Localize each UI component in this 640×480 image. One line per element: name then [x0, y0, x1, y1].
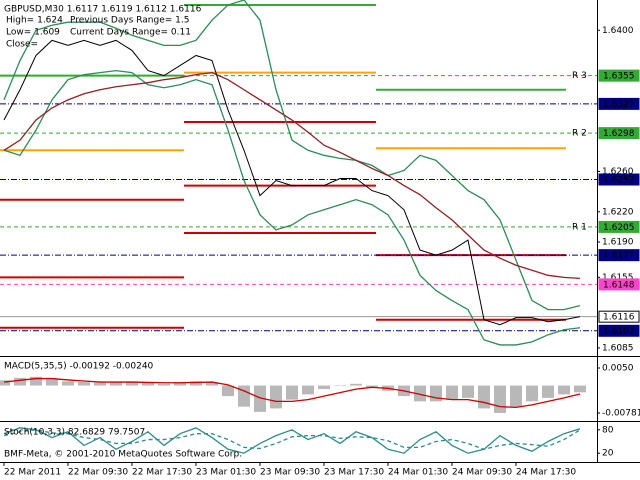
- macd-bar: [510, 385, 522, 407]
- macd-bar: [0, 380, 10, 386]
- macd-bar: [158, 383, 170, 386]
- level-box: [598, 278, 640, 291]
- x-tick-label: 24 Mar 09:30: [452, 468, 512, 478]
- level-box: [598, 249, 640, 262]
- x-tick-label: 22 Mar 2011: [4, 468, 61, 478]
- series-line: [3, 0, 581, 311]
- y-tick-label: 1.6085: [602, 343, 634, 353]
- macd-bar: [462, 385, 474, 398]
- axis-labels: 1.6400 1.6260 1.6220 1.6190 1.6155 1.6085 1.63…: [3, 26, 640, 478]
- x-tick-label: 23 Mar 01:30: [196, 468, 256, 478]
- macd-bar: [366, 385, 378, 388]
- info-text: Low= 1.609: [6, 28, 60, 38]
- macd-bar: [174, 382, 186, 386]
- indicator-title: MACD(5,35,5) -0.00192 -0.00240: [4, 362, 154, 372]
- level-box: [598, 127, 640, 140]
- series-line: [3, 71, 581, 280]
- macd-bar: [126, 381, 138, 386]
- macd-bar: [494, 385, 506, 413]
- macd-bar: [206, 382, 218, 386]
- y-tick-label: 80: [602, 425, 614, 435]
- series-line: [3, 429, 581, 450]
- level-label: 1.6205: [603, 223, 635, 233]
- level-label: 1.6116: [603, 313, 635, 323]
- series-line: [3, 39, 581, 326]
- macd-bar: [78, 382, 90, 386]
- indicator-title: Stoch(10,3,3) 82.6829 79.7507: [4, 428, 145, 438]
- macd-bar: [14, 377, 26, 386]
- macd-bar: [62, 381, 74, 386]
- x-tick-label: 23 Mar 17:30: [324, 468, 384, 478]
- level-label: 1.6298: [603, 129, 635, 139]
- macd-bar: [286, 385, 298, 400]
- level-label: 1.6355: [603, 72, 635, 82]
- footer: BMF-Meta, © 2001-2010 MetaQuotes Softwar…: [4, 450, 242, 460]
- level-box: [598, 310, 640, 323]
- x-tick-label: 24 Mar 17:30: [516, 468, 576, 478]
- chart-title: GBPUSD,M30 1.6117 1.6119 1.6112 1.6116: [4, 5, 202, 15]
- y-tick-label: 1.6400: [602, 26, 634, 36]
- info-text: High= 1.624: [6, 16, 63, 26]
- plot-area: [0, 0, 597, 454]
- info-text: Previous Days Range= 1.5: [70, 16, 189, 26]
- x-tick-label: 22 Mar 17:30: [132, 468, 192, 478]
- level-label: 1.6327: [603, 100, 635, 110]
- level-label: 1.6102: [603, 327, 635, 337]
- x-tick-label: 22 Mar 09:30: [68, 468, 128, 478]
- macd-bar: [222, 385, 234, 397]
- level-label: 1.6177: [603, 251, 635, 261]
- x-tick-label: 24 Mar 01:30: [388, 468, 448, 478]
- macd-bar: [430, 385, 442, 402]
- info-text: Close=: [6, 40, 38, 50]
- y-tick-label: -0.00781: [602, 409, 640, 419]
- level-box: [598, 69, 640, 82]
- level-box: [598, 173, 640, 186]
- annotation: R 3: [572, 71, 587, 81]
- macd-bar: [94, 382, 106, 386]
- macd-bar: [110, 382, 122, 386]
- macd-bar: [46, 378, 58, 386]
- level-box: [598, 324, 640, 337]
- y-tick-label: 1.6190: [602, 238, 634, 248]
- macd-bar: [446, 385, 458, 400]
- macd-bar: [318, 385, 330, 390]
- macd-bar: [334, 385, 346, 387]
- info-text: Current Days Range= 0.11: [70, 28, 191, 38]
- y-tick-label: 20: [602, 449, 614, 459]
- macd-bar: [270, 385, 282, 409]
- macd-bar: [30, 376, 42, 386]
- macd-bar: [526, 385, 538, 402]
- series-line: [3, 69, 581, 346]
- macd-bar: [558, 385, 570, 395]
- macd-bar: [350, 383, 362, 386]
- y-tick-label: 0.0050: [602, 364, 634, 374]
- macd-bar: [142, 382, 154, 386]
- macd-bar: [414, 385, 426, 402]
- macd-bar: [302, 385, 314, 395]
- y-tick-label: 1.6155: [602, 273, 634, 283]
- level-label: 1.6252: [603, 176, 635, 186]
- level-label: 1.6148: [603, 280, 635, 290]
- macd-bar: [254, 385, 266, 412]
- y-tick-label: 1.6260: [602, 167, 634, 177]
- macd-bar: [478, 385, 490, 409]
- x-tick-label: 23 Mar 09:30: [260, 468, 320, 478]
- macd-bar: [542, 385, 554, 398]
- level-box: [598, 97, 640, 110]
- y-tick-label: 1.6220: [602, 207, 634, 217]
- series-line: [3, 377, 581, 409]
- macd-bar: [190, 381, 202, 386]
- macd-bar: [574, 385, 586, 393]
- macd-bar: [238, 385, 250, 407]
- annotation: R 1: [572, 222, 587, 232]
- level-box: [598, 220, 640, 233]
- annotation: R 2: [572, 129, 587, 139]
